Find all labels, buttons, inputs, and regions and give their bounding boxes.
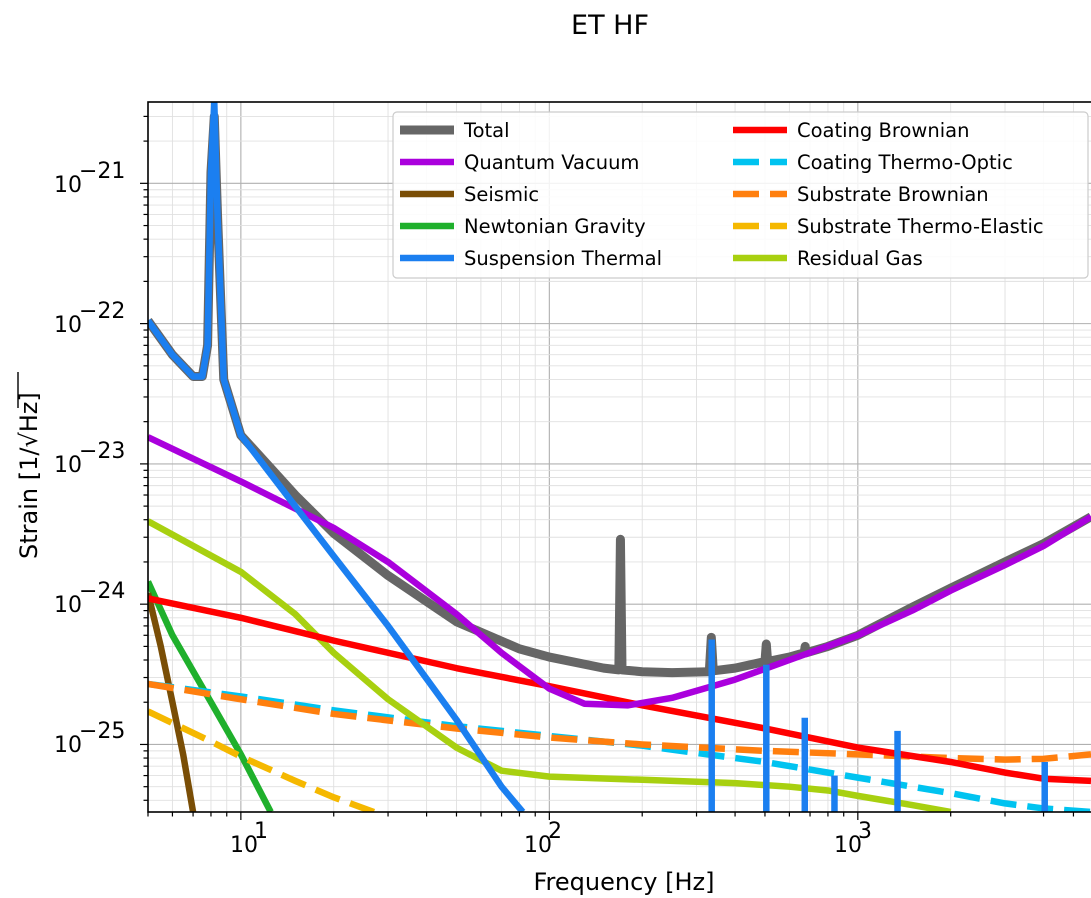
series-suspension-thermal	[148, 102, 526, 812]
chart-title: ET HF	[571, 10, 649, 41]
series-newtonian-gravity	[148, 580, 274, 812]
legend: Total Quantum Vacuum Seismic Newtonian Grav…	[392, 111, 1089, 279]
legend-label: Seismic	[464, 183, 539, 206]
legend-item: Residual Gas	[733, 247, 923, 270]
legend-label: Quantum Vacuum	[464, 151, 639, 174]
x-tick-label: 10 3	[834, 819, 872, 858]
y-tick-label: 10 −23	[54, 439, 125, 478]
legend-label: Substrate Thermo-Elastic	[797, 215, 1044, 238]
svg-text:10: 10	[54, 593, 82, 618]
series-substrate-thermo-elastic	[148, 708, 376, 812]
legend-item: Suspension Thermal	[400, 247, 662, 270]
legend-item: Total	[400, 119, 510, 142]
legend-label: Suspension Thermal	[464, 247, 662, 270]
svg-text:−21: −21	[79, 159, 125, 184]
legend-item: Quantum Vacuum	[400, 151, 639, 174]
legend-item: Newtonian Gravity	[400, 215, 646, 238]
svg-text:10: 10	[230, 833, 258, 858]
series-quantum-vacuum	[148, 434, 1091, 709]
y-tick-label: 10 −25	[54, 719, 125, 758]
legend-label: Coating Thermo-Optic	[797, 151, 1013, 174]
legend-item: Seismic	[400, 183, 539, 206]
series-coating-brownian	[148, 595, 1091, 785]
svg-text:−25: −25	[79, 719, 125, 744]
series-coating-thermo-optic	[148, 680, 1091, 812]
x-axis-label: Frequency [Hz]	[534, 868, 715, 896]
svg-text:Strain [1/√Hz]: Strain [1/√Hz]	[15, 392, 43, 559]
y-tick-label: 10 −22	[54, 299, 125, 338]
svg-text:10: 10	[54, 173, 82, 198]
legend-label: Residual Gas	[797, 247, 923, 270]
series-substrate-brownian	[148, 680, 1091, 763]
svg-text:10: 10	[54, 313, 82, 338]
svg-text:3: 3	[858, 819, 872, 844]
legend-label: Substrate Brownian	[797, 183, 989, 206]
series-seismic	[148, 592, 197, 812]
svg-text:10: 10	[524, 833, 552, 858]
svg-text:10: 10	[54, 453, 82, 478]
y-tick-label: 10 −21	[54, 159, 125, 198]
y-tick-label: 10 −24	[54, 579, 125, 618]
legend-label: Newtonian Gravity	[464, 215, 646, 238]
plot-frame	[147, 101, 1091, 813]
legend-item: Coating Brownian	[733, 119, 969, 142]
legend-item: Substrate Brownian	[733, 183, 989, 206]
svg-text:10: 10	[54, 733, 82, 758]
x-tick-label: 10 1	[230, 819, 268, 858]
series-layer	[148, 102, 1091, 812]
svg-text:−24: −24	[79, 579, 125, 604]
legend-item: Substrate Thermo-Elastic	[733, 215, 1044, 238]
svg-text:1: 1	[254, 819, 268, 844]
svg-text:−23: −23	[79, 439, 125, 464]
y-axis-label: Strain [1/√Hz]	[15, 372, 43, 559]
ticks	[140, 115, 1075, 820]
svg-text:−22: −22	[79, 299, 125, 324]
legend-label: Coating Brownian	[797, 119, 969, 142]
legend-item: Coating Thermo-Optic	[733, 151, 1013, 174]
x-tick-label: 10 2	[524, 819, 562, 858]
svg-text:2: 2	[548, 819, 562, 844]
svg-text:10: 10	[834, 833, 862, 858]
legend-label: Total	[463, 119, 510, 142]
series-residual-gas	[148, 518, 952, 812]
